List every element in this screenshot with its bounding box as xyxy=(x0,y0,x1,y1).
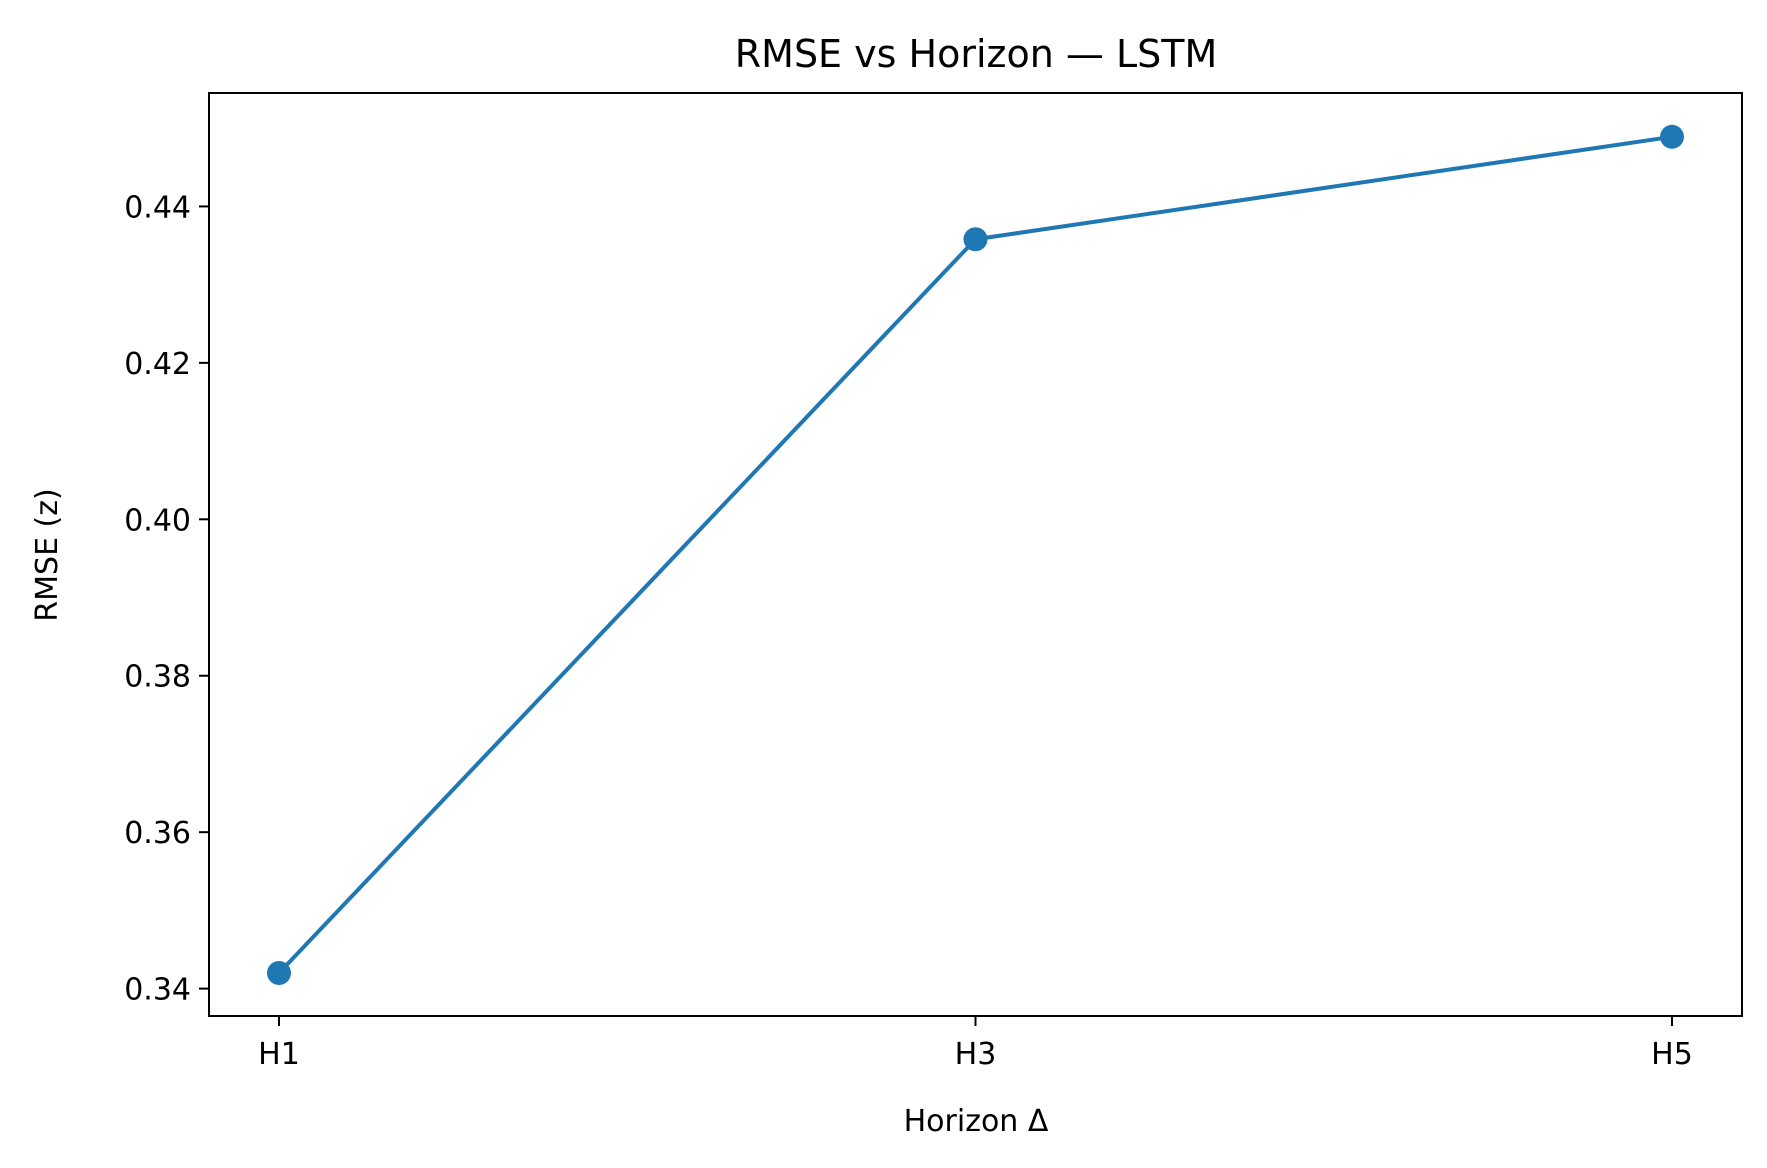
x-tick-label: H1 xyxy=(258,1037,300,1072)
data-point-marker xyxy=(267,960,291,985)
y-tick-label: 0.38 xyxy=(124,660,191,695)
y-axis-label: RMSE (z) xyxy=(30,488,65,621)
plot-frame xyxy=(208,92,1743,1017)
x-tick-label: H5 xyxy=(1651,1037,1693,1072)
x-axis-label: Horizon Δ xyxy=(904,1104,1049,1139)
chart-title: RMSE vs Horizon — LSTM xyxy=(735,32,1218,76)
data-point-marker xyxy=(1660,124,1684,149)
y-tick-label: 0.42 xyxy=(124,347,191,382)
y-tick-label: 0.40 xyxy=(124,503,191,538)
y-tick-label: 0.44 xyxy=(124,190,191,225)
data-point-marker xyxy=(963,227,988,252)
x-axis-ticks: H1 H3 H5 xyxy=(258,1016,1693,1072)
x-tick-label: H3 xyxy=(955,1037,997,1072)
y-axis-ticks: 0.34 0.36 0.38 0.40 0.42 0.44 xyxy=(124,190,209,1008)
y-tick-label: 0.34 xyxy=(124,973,191,1008)
y-tick-label: 0.36 xyxy=(124,816,191,851)
series-layer xyxy=(267,124,1684,985)
